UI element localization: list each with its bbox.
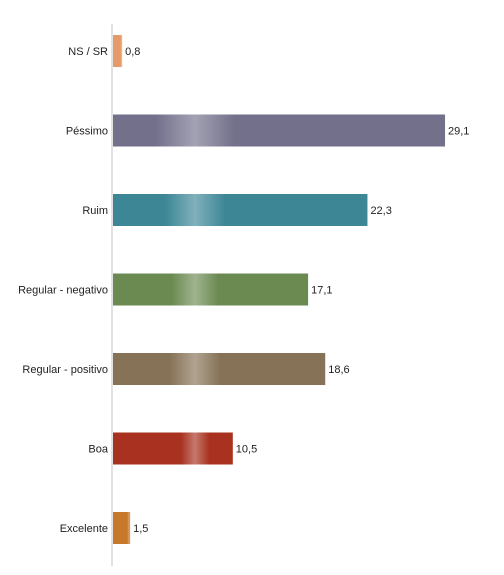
bar-excelente (113, 512, 131, 544)
category-label: Regular - negativo (18, 285, 108, 297)
bar-boa (113, 432, 233, 465)
value-label: 10,5 (236, 444, 257, 456)
bar-ns-sr (113, 35, 123, 67)
value-label: 17,1 (311, 285, 332, 297)
value-label: 1,5 (133, 523, 148, 535)
labels-group: NS / SR 0,8 Péssimo 29,1 Ruim 22,3 Regular - n… (18, 46, 469, 535)
category-label: NS / SR (68, 46, 108, 58)
category-label: Excelente (60, 523, 108, 535)
value-label: 22,3 (370, 205, 391, 217)
value-label: 29,1 (448, 126, 469, 138)
category-label: Regular - positivo (22, 364, 108, 376)
value-label: 0,8 (125, 46, 140, 58)
bar-péssimo (113, 114, 446, 147)
category-label: Péssimo (66, 126, 108, 138)
bar-regular-positivo (113, 353, 326, 385)
bars-group (113, 35, 446, 544)
category-label: Ruim (82, 205, 108, 217)
bar-ruim (113, 194, 368, 226)
bar-regular-negativo (113, 273, 309, 306)
category-label: Boa (88, 444, 108, 456)
value-label: 18,6 (328, 364, 349, 376)
